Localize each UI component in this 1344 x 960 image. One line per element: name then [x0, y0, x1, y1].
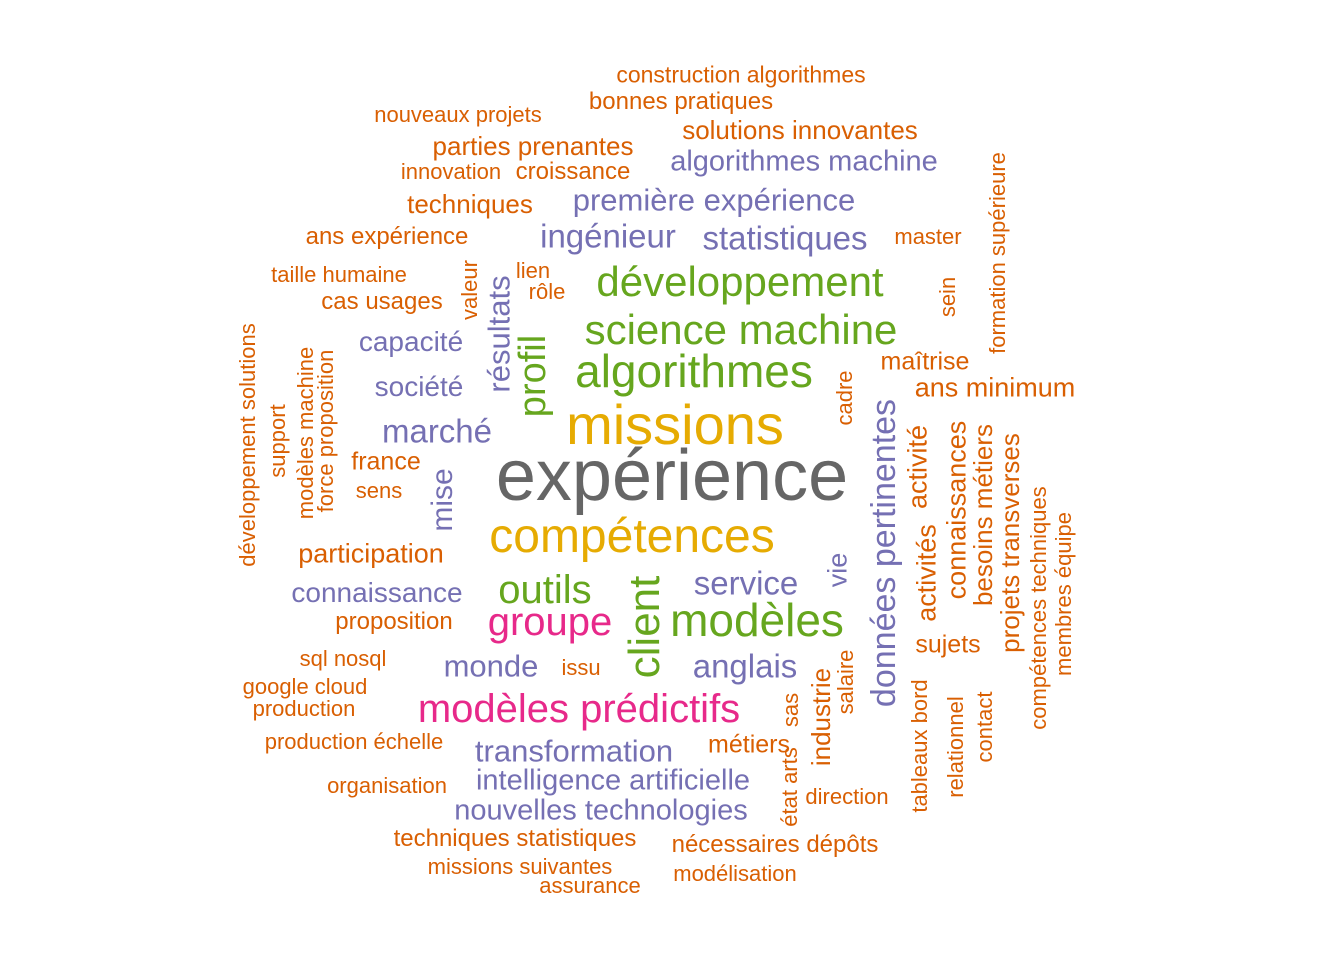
word-statistiques: statistiques: [702, 219, 868, 257]
word-algorithmes-machine: algorithmes machine: [670, 145, 938, 178]
word-activites: activités: [911, 524, 942, 622]
word-resultats: résultats: [481, 275, 517, 393]
word-organisation: organisation: [327, 773, 447, 798]
word-anglais: anglais: [692, 647, 798, 685]
word-missions-suivantes: missions suivantes: [427, 854, 613, 879]
word-role: rôle: [528, 279, 566, 304]
word-modelisation: modélisation: [673, 861, 797, 886]
word-developpement: développement: [596, 258, 884, 305]
word-techniques-statistiques: techniques statistiques: [393, 825, 637, 852]
word-proposition: proposition: [335, 608, 453, 635]
word-client: client: [620, 575, 669, 679]
word-mise: mise: [426, 468, 459, 532]
word-competences-techniques: compétences techniques: [1026, 486, 1051, 730]
word-nouveaux-projets: nouveaux projets: [374, 102, 542, 127]
word-sens: sens: [355, 478, 403, 503]
word-ingenieur: ingénieur: [540, 217, 676, 255]
word-modeles-predictifs: modèles prédictifs: [417, 687, 741, 731]
word-solutions-innovantes: solutions innovantes: [682, 115, 918, 145]
word-sein: sein: [935, 276, 960, 318]
word-cadre: cadre: [832, 370, 857, 426]
word-developpement-solutions: développement solutions: [235, 323, 260, 567]
word-sujets: sujets: [915, 630, 981, 659]
word-maitrise: maîtrise: [880, 347, 970, 376]
word-participation: participation: [298, 538, 444, 569]
word-membres-equipe: membres équipe: [1051, 512, 1076, 676]
word-connaissance: connaissance: [291, 577, 463, 608]
word-capacite: capacité: [358, 326, 464, 357]
word-bonnes-pratiques: bonnes pratiques: [588, 88, 774, 115]
word-transformation: transformation: [474, 733, 674, 769]
word-metiers: métiers: [708, 730, 790, 759]
word-etat-arts: état arts: [777, 747, 802, 827]
word-outils: outils: [498, 568, 592, 612]
word-cas-usages: cas usages: [321, 288, 443, 315]
word-production: production: [252, 696, 356, 721]
word-donnees-pertinentes: données pertinentes: [865, 398, 903, 708]
word-activite: activité: [902, 424, 933, 510]
word-algorithmes: algorithmes: [575, 345, 813, 397]
word-production-echelle: production échelle: [264, 729, 444, 754]
word-necessaires-depots: nécessaires dépôts: [671, 831, 879, 858]
word-direction: direction: [805, 784, 889, 809]
word-industrie: industrie: [806, 667, 836, 767]
word-croissance: croissance: [515, 158, 631, 185]
word-ans-minimum: ans minimum: [914, 372, 1076, 403]
word-experience: expérience: [495, 436, 849, 516]
word-monde: monde: [443, 648, 539, 684]
word-support: support: [265, 404, 290, 478]
word-ans-experience: ans expérience: [305, 223, 469, 250]
word-issu: issu: [561, 655, 601, 680]
word-salaire: salaire: [833, 649, 858, 715]
word-marche: marché: [381, 412, 493, 450]
word-premiere-experience: première expérience: [572, 182, 856, 218]
word-groupe: groupe: [487, 600, 613, 644]
word-parties-prenantes: parties prenantes: [432, 131, 634, 161]
word-societe: société: [374, 371, 464, 402]
word-connaissances: connaissances: [941, 420, 972, 600]
word-intelligence-artificielle: intelligence artificielle: [475, 764, 751, 797]
word-valeur: valeur: [457, 260, 482, 320]
word-formation-superieure: formation supérieure: [985, 152, 1010, 354]
word-profil: profil: [512, 334, 554, 418]
word-taille-humaine: taille humaine: [271, 262, 407, 287]
word-sql-nosql: sql nosql: [299, 646, 387, 671]
word-google-cloud: google cloud: [242, 674, 368, 699]
word-besoins-metiers: besoins métiers: [968, 423, 998, 607]
word-assurance: assurance: [539, 873, 641, 898]
word-science-machine: science machine: [584, 306, 898, 353]
word-master: master: [894, 224, 962, 249]
word-force-proposition: force proposition: [313, 349, 338, 513]
word-projets-transverses: projets transverses: [995, 433, 1025, 653]
word-relationnel: relationnel: [943, 696, 968, 798]
word-missions: missions: [566, 393, 784, 456]
word-sas: sas: [778, 692, 803, 728]
word-service: service: [693, 564, 799, 602]
word-france: france: [351, 447, 421, 476]
word-techniques: techniques: [407, 189, 533, 219]
word-contact: contact: [972, 691, 997, 763]
word-vie: vie: [822, 552, 853, 588]
word-modeles: modèles: [670, 594, 844, 646]
word-nouvelles-technologies: nouvelles technologies: [454, 794, 748, 827]
word-competences: compétences: [489, 510, 775, 563]
word-tableaux-bord: tableaux bord: [907, 679, 932, 813]
word-innovation: innovation: [400, 159, 502, 184]
word-lien: lien: [515, 258, 551, 283]
word-construction-algorithmes: construction algorithmes: [616, 61, 866, 88]
